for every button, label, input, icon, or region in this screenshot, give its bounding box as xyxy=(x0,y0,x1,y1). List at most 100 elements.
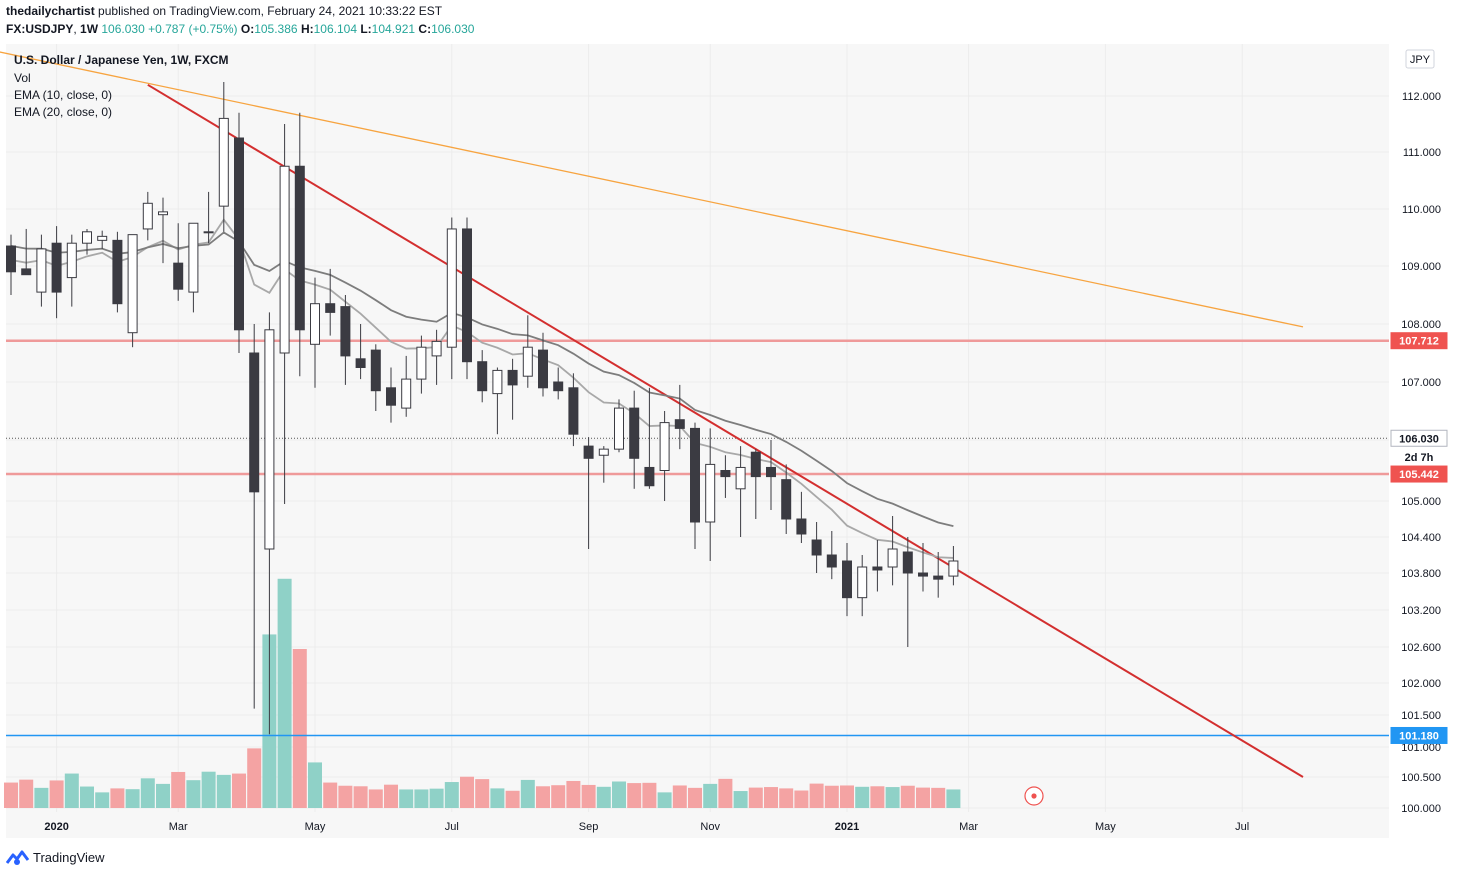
volume-bar xyxy=(444,782,459,808)
open-value: 105.386 xyxy=(254,22,298,36)
candle-body xyxy=(644,466,655,487)
candle-body xyxy=(158,211,168,216)
volume-bar xyxy=(688,787,702,808)
x-tick-label: Jul xyxy=(1235,821,1249,833)
tradingview-brand[interactable]: TradingView xyxy=(33,850,105,865)
candle-body xyxy=(401,378,412,409)
candle-body xyxy=(553,381,564,392)
volume-bar xyxy=(505,790,520,808)
candle-body xyxy=(142,202,153,230)
volume-bar xyxy=(596,786,611,808)
candle-body xyxy=(6,245,16,273)
volume-bar xyxy=(870,786,885,808)
candle-body xyxy=(629,407,640,459)
candle-body xyxy=(507,369,518,386)
y-tick-label: 112.000 xyxy=(1402,91,1441,103)
high-value: 106.104 xyxy=(313,22,357,36)
volume-bar xyxy=(277,578,292,808)
candle-body xyxy=(614,407,624,450)
candle-body xyxy=(218,117,229,207)
legend-ema20[interactable]: EMA (20, close, 0) xyxy=(14,105,112,119)
y-tick-label: 104.400 xyxy=(1401,532,1441,544)
volume-bar xyxy=(703,783,718,808)
volume-bar xyxy=(353,786,368,808)
candle-body xyxy=(690,427,700,523)
volume-bar xyxy=(946,789,961,808)
candle-body xyxy=(234,137,244,331)
candle-body xyxy=(811,539,822,556)
legend-title: U.S. Dollar / Japanese Yen, 1W, FXCM xyxy=(14,53,229,67)
candle-body xyxy=(203,231,214,234)
y-tick-label: 100.000 xyxy=(1401,803,1441,815)
y-tick-label: 108.000 xyxy=(1401,319,1441,331)
volume-bar xyxy=(748,787,763,808)
volume-bar xyxy=(764,787,778,808)
low-value: 104.921 xyxy=(371,22,416,36)
volume-bar xyxy=(855,786,870,808)
y-tick-label: 100.500 xyxy=(1401,772,1441,784)
volume-bar xyxy=(186,780,201,808)
volume-bar xyxy=(399,789,414,808)
last-price: 106.030 xyxy=(101,22,145,36)
candle-body xyxy=(355,358,366,368)
ema20-line xyxy=(10,231,954,528)
candle-body xyxy=(781,479,792,520)
currency-label: JPY xyxy=(1410,54,1431,66)
volume-bar xyxy=(931,787,946,808)
x-tick-label: Mar xyxy=(169,821,188,833)
volume-bar xyxy=(110,788,125,808)
price-tag xyxy=(1390,429,1448,447)
candle-body xyxy=(112,239,123,305)
author-name[interactable]: thedailychartist xyxy=(6,4,95,18)
volume-bar xyxy=(490,788,505,808)
price-tag-label: 105.442 xyxy=(1399,469,1439,481)
y-tick-label: 110.000 xyxy=(1402,204,1441,216)
volume-bar xyxy=(916,787,930,808)
y-tick-label: 107.000 xyxy=(1401,377,1441,389)
price-axis-labels: 112.000 111.000 110.000 109.000 108.000 107.0… xyxy=(1401,91,1441,815)
candle-body xyxy=(492,369,503,395)
candle-body xyxy=(933,575,944,580)
candle-body xyxy=(446,228,457,348)
volume-bar xyxy=(247,748,262,808)
candle-body xyxy=(659,422,670,472)
tradingview-logo-icon[interactable] xyxy=(6,848,30,866)
x-tick-label: 2020 xyxy=(44,821,68,833)
candle-body xyxy=(674,419,685,429)
price-chart[interactable]: 112.000 111.000 110.000 109.000 108.000 107.0… xyxy=(0,44,1457,840)
volume-bar xyxy=(34,787,49,808)
candle-body xyxy=(51,242,62,293)
volume-bar xyxy=(566,780,581,808)
candle-body xyxy=(522,346,533,377)
x-tick-label: Nov xyxy=(700,821,720,833)
volume-bar xyxy=(672,785,687,808)
candle-body xyxy=(66,242,77,279)
volume-bar xyxy=(429,788,444,808)
candle-body xyxy=(918,572,928,577)
volume-bar xyxy=(80,786,94,808)
candle-body xyxy=(325,303,336,313)
candle-body xyxy=(750,451,761,478)
currency-button[interactable]: JPY xyxy=(1405,49,1435,69)
candle-body xyxy=(21,268,32,276)
y-tick-label: 103.200 xyxy=(1401,605,1441,617)
volume-bar xyxy=(627,783,642,808)
volume-bar xyxy=(536,786,550,808)
publish-header: thedailychartist published on TradingVie… xyxy=(0,0,1457,42)
symbol: FX:USDJPY xyxy=(6,22,74,36)
target-icon[interactable] xyxy=(1024,786,1044,806)
candle-body xyxy=(538,349,548,389)
candle-body xyxy=(188,222,199,293)
legend-ema10[interactable]: EMA (10, close, 0) xyxy=(14,88,112,102)
legend-vol[interactable]: Vol xyxy=(14,71,31,85)
volume-bar xyxy=(232,773,246,808)
candle-body xyxy=(431,340,442,357)
volume-bar xyxy=(308,762,322,808)
y-tick-label: 102.000 xyxy=(1401,678,1441,690)
volume-bar xyxy=(824,785,839,808)
volume-bar xyxy=(125,789,140,808)
candle-body xyxy=(766,466,776,478)
volume-bar xyxy=(216,774,231,808)
close-value: 106.030 xyxy=(431,22,475,36)
y-tick-label: 101.500 xyxy=(1401,710,1441,722)
